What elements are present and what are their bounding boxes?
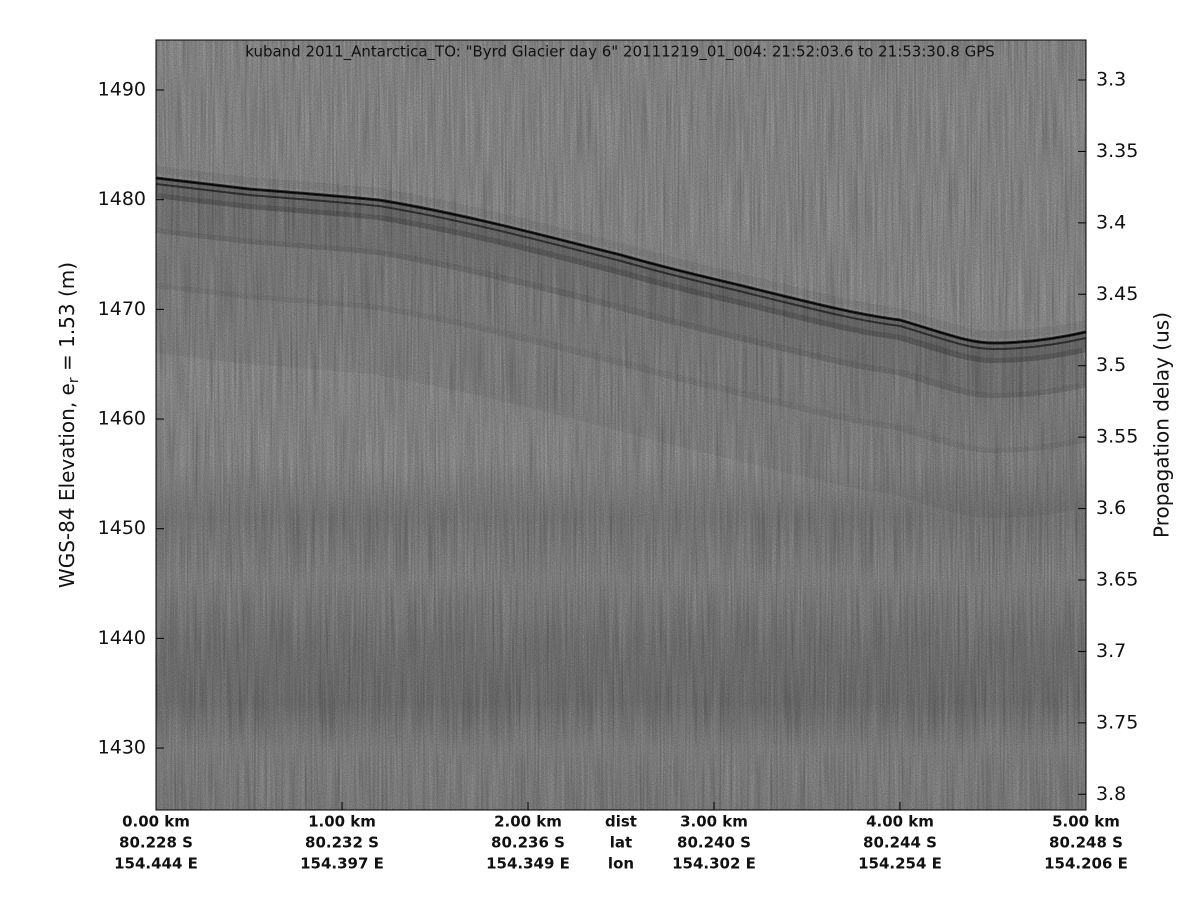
y2-tick-label: 3.8 bbox=[1096, 783, 1126, 805]
x-tick-lat: 80.240 S bbox=[677, 834, 751, 852]
x-tick-lon: 154.397 E bbox=[300, 855, 384, 873]
x-tick-label: 1.00 km bbox=[308, 813, 376, 831]
y-tick-label: 1440 bbox=[98, 627, 146, 649]
x-tick-lon: 154.349 E bbox=[486, 855, 570, 873]
x-tick-lat: 80.244 S bbox=[863, 834, 937, 852]
y2-axis-label: Propagation delay (us) bbox=[1150, 312, 1174, 538]
x-tick-label: 4.00 km bbox=[866, 813, 934, 831]
y2-tick-label: 3.5 bbox=[1096, 354, 1126, 376]
x-tick-lat: 80.228 S bbox=[119, 834, 193, 852]
chart-title: kuband 2011_Antarctica_TO: "Byrd Glacier… bbox=[245, 43, 995, 62]
x-tick-lon: 154.302 E bbox=[672, 855, 756, 873]
y-tick-label: 1460 bbox=[98, 408, 146, 430]
x-tick-lat: 80.248 S bbox=[1049, 834, 1123, 852]
x-row-label: lat bbox=[610, 834, 632, 852]
y2-tick-label: 3.65 bbox=[1096, 569, 1138, 591]
x-tick-lat: 80.232 S bbox=[305, 834, 379, 852]
y-tick-label: 1480 bbox=[98, 188, 146, 210]
y-tick-label: 1470 bbox=[98, 298, 146, 320]
y-tick-label: 1490 bbox=[98, 79, 146, 101]
echogram-image bbox=[156, 40, 1086, 810]
y2-tick-label: 3.6 bbox=[1096, 497, 1126, 519]
x-tick-label: 5.00 km bbox=[1052, 813, 1120, 831]
x-tick-lat: 80.236 S bbox=[491, 834, 565, 852]
x-tick-lon: 154.206 E bbox=[1044, 855, 1128, 873]
y-tick-label: 1450 bbox=[98, 517, 146, 539]
y2-tick-label: 3.3 bbox=[1096, 69, 1126, 91]
y-tick-label: 1430 bbox=[98, 737, 146, 759]
y-axis-label-subscript: r bbox=[66, 377, 82, 383]
x-tick-lon: 154.254 E bbox=[858, 855, 942, 873]
x-row-label: lon bbox=[608, 855, 634, 873]
y-axis-label-text: WGS-84 Elevation, e bbox=[55, 383, 79, 588]
y2-tick-label: 3.35 bbox=[1096, 140, 1138, 162]
y-axis-label: WGS-84 Elevation, er = 1.53 (m) bbox=[55, 262, 83, 588]
x-tick-label: 3.00 km bbox=[680, 813, 748, 831]
x-tick-lon: 154.444 E bbox=[114, 855, 198, 873]
y2-tick-label: 3.45 bbox=[1096, 283, 1138, 305]
y2-tick-label: 3.4 bbox=[1096, 211, 1126, 233]
y2-tick-label: 3.55 bbox=[1096, 426, 1138, 448]
y2-tick-label: 3.7 bbox=[1096, 640, 1126, 662]
plot-frame bbox=[155, 39, 1087, 811]
y-axis-label-suffix: = 1.53 (m) bbox=[55, 262, 79, 377]
x-tick-label: 2.00 km bbox=[494, 813, 562, 831]
x-tick-label: 0.00 km bbox=[122, 813, 190, 831]
y2-tick-label: 3.75 bbox=[1096, 711, 1138, 733]
x-row-label: dist bbox=[605, 813, 637, 831]
